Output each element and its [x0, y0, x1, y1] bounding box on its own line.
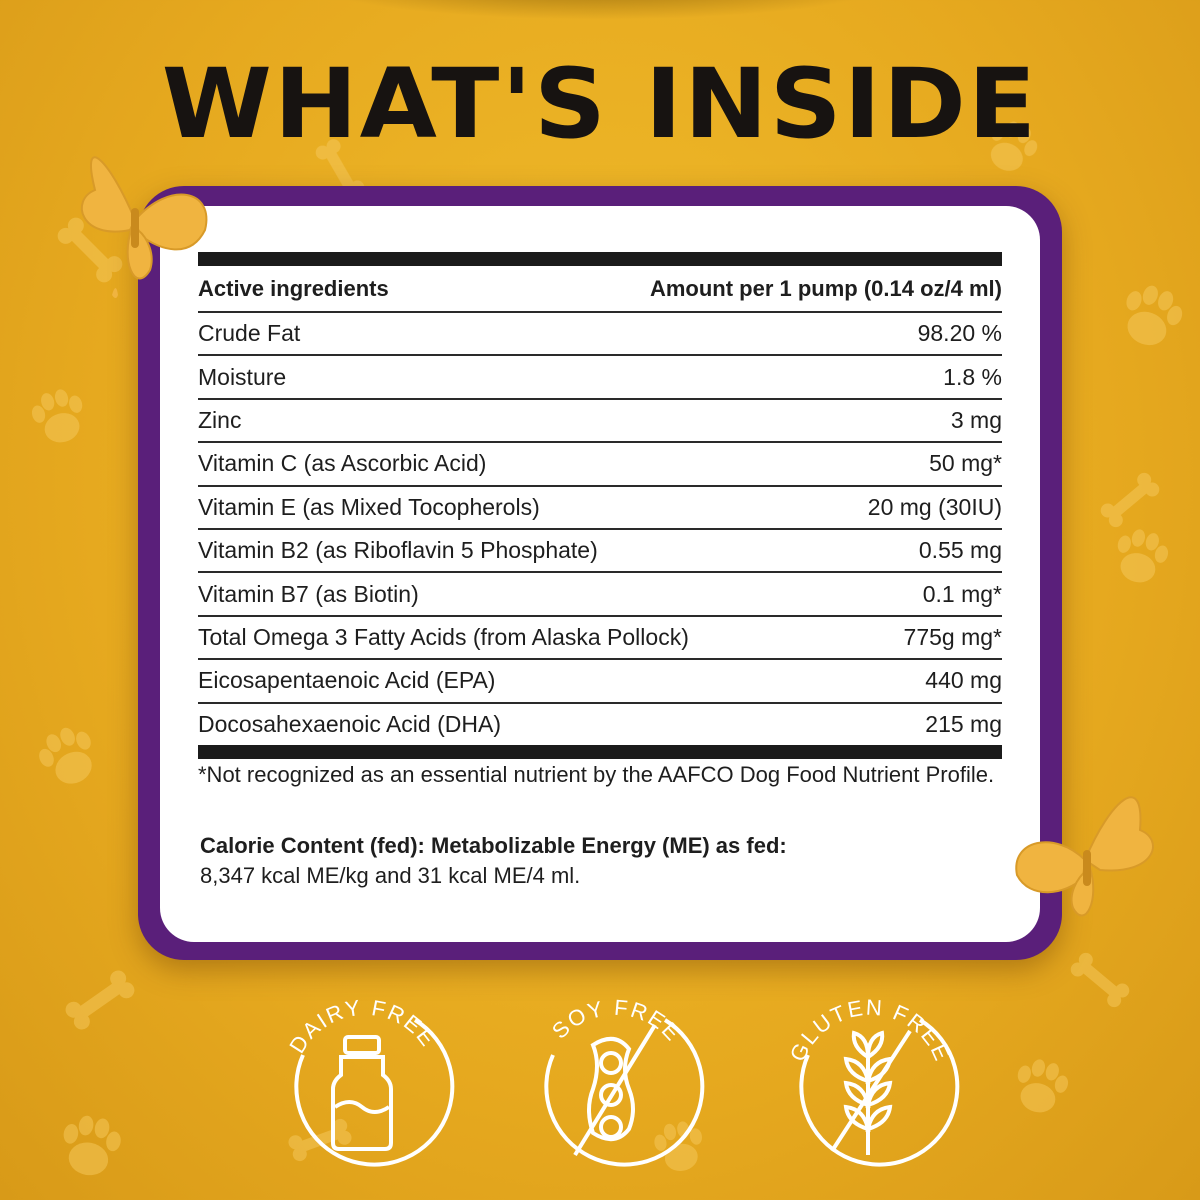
row-divider: [198, 614, 1002, 617]
paw-icon: [1009, 1054, 1073, 1119]
row-divider: [198, 571, 1002, 574]
table-row: Moisture 1.8 %: [198, 356, 1002, 397]
header-active-ingredients: Active ingredients: [198, 275, 389, 301]
row-divider: [198, 311, 1002, 313]
ingredient-name: Vitamin C (as Ascorbic Acid): [198, 450, 487, 477]
paw-icon: [1109, 524, 1173, 589]
dairy-free-badge: DAIRY FREE: [284, 995, 455, 1167]
row-divider: [198, 354, 1002, 357]
badge-label: DAIRY FREE: [284, 995, 439, 1058]
paw-icon: [57, 1112, 125, 1180]
butterfly-icon: [1015, 796, 1154, 917]
ingredients-card: [160, 206, 1040, 942]
ingredient-name: Vitamin B7 (as Biotin): [198, 580, 419, 607]
row-divider: [198, 658, 1002, 661]
page-title: WHAT'S INSIDE: [161, 48, 1039, 160]
calorie-label: Calorie Content (fed): Metabolizable Ene…: [200, 833, 787, 858]
ingredient-name: Total Omega 3 Fatty Acids (from Alaska P…: [198, 623, 689, 650]
ingredient-amount: 0.55 mg: [918, 537, 1002, 564]
ingredient-name: Moisture: [198, 363, 287, 390]
header-amount: Amount per 1 pump (0.14 oz/4 ml): [649, 275, 1002, 301]
row-divider: [198, 441, 1002, 444]
row-divider: [198, 397, 1002, 400]
ingredient-name: Vitamin E (as Mixed Tocopherols): [198, 493, 540, 520]
table-bottom-rule: [198, 744, 1002, 759]
bone-icon: [62, 967, 138, 1033]
ingredients-table: Active ingredients Amount per 1 pump (0.…: [198, 252, 1002, 759]
paw-icon: [32, 720, 105, 794]
ingredient-amount: 215 mg: [925, 710, 1002, 737]
ingredient-name: Eicosapentaenoic Acid (EPA): [198, 667, 496, 694]
table-row: Vitamin B7 (as Biotin) 0.1 mg*: [198, 573, 1002, 614]
bone-icon: [1067, 950, 1133, 1010]
paw-icon: [1114, 278, 1189, 354]
butterfly-icon: [80, 156, 208, 298]
ingredient-amount: 775g mg*: [903, 623, 1002, 650]
gluten-free-badge: GLUTEN FREE: [785, 995, 960, 1167]
ingredient-amount: 20 mg (30IU): [867, 493, 1002, 520]
wheat-icon: [830, 1029, 912, 1155]
table-row: Vitamin E (as Mixed Tocopherols) 20 mg (3…: [198, 487, 1002, 528]
ingredient-name: Docosahexaenoic Acid (DHA): [198, 710, 501, 737]
soy-free-badge: SOY FREE: [544, 995, 705, 1167]
calorie-value: 8,347 kcal ME/kg and 31 kcal ME/4 ml.: [200, 863, 581, 888]
table-row: Crude Fat 98.20 %: [198, 313, 1002, 354]
soybean-icon: [573, 1023, 657, 1157]
ingredient-amount: 50 mg*: [929, 450, 1002, 477]
paw-icon: [27, 384, 91, 449]
ingredient-name: Vitamin B2 (as Riboflavin 5 Phosphate): [198, 537, 598, 564]
bone-icon: [1097, 470, 1163, 530]
table-row: Total Omega 3 Fatty Acids (from Alaska P…: [198, 617, 1002, 658]
table-row: Zinc 3 mg: [198, 400, 1002, 441]
calorie-content: Calorie Content (fed): Metabolizable Ene…: [200, 831, 1000, 891]
row-divider: [198, 701, 1002, 704]
row-divider: [198, 527, 1002, 530]
ingredient-amount: 98.20 %: [917, 320, 1002, 347]
table-header-row: Active ingredients Amount per 1 pump (0.…: [198, 266, 1002, 311]
table-row: Eicosapentaenoic Acid (EPA) 440 mg: [198, 660, 1002, 701]
ingredient-amount: 0.1 mg*: [922, 580, 1002, 607]
ingredient-name: Zinc: [198, 406, 242, 433]
footnote: *Not recognized as an essential nutrient…: [198, 762, 995, 787]
row-divider: [198, 484, 1002, 487]
ingredient-name: Crude Fat: [198, 320, 301, 347]
ingredient-amount: 3 mg: [950, 406, 1002, 433]
ingredient-amount: 440 mg: [925, 667, 1002, 694]
svg-text:DAIRY FREE: DAIRY FREE: [284, 995, 441, 1058]
ingredient-amount: 1.8 %: [943, 363, 1002, 390]
bottle-icon: [331, 1035, 393, 1151]
table-row: Docosahexaenoic Acid (DHA) 215 mg: [198, 704, 1002, 745]
table-row: Vitamin C (as Ascorbic Acid) 50 mg*: [198, 443, 1002, 484]
table-row: Vitamin B2 (as Riboflavin 5 Phosphate) 0.…: [198, 530, 1002, 571]
table-top-rule: [198, 252, 1002, 266]
